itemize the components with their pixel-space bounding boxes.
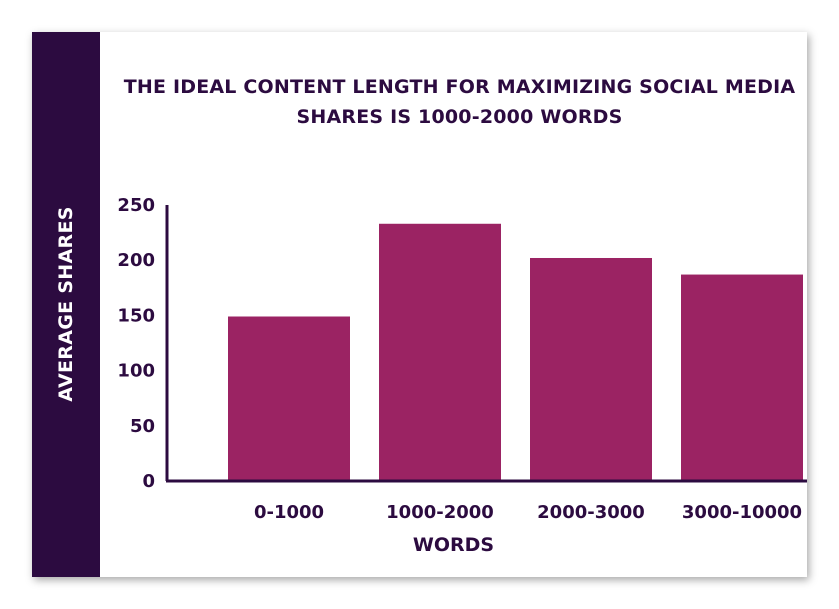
y-tick-label: 250: [117, 195, 155, 216]
chart-title: THE IDEAL CONTENT LENGTH FOR MAXIMIZING …: [123, 76, 796, 128]
y-tick-label: 50: [130, 416, 155, 437]
bar-0-1000: [228, 316, 350, 481]
x-axis-label: WORDS: [412, 534, 495, 556]
y-tick-labels: 0 50 100 150 200 250: [117, 195, 155, 492]
y-tick-label: 200: [117, 250, 155, 271]
x-tick-label: 2000-3000: [537, 502, 645, 523]
y-tick-label: 0: [142, 471, 155, 492]
y-tick-label: 100: [117, 361, 155, 382]
bars: [228, 223, 803, 481]
ylabel-band: AVERAGE SHARES: [32, 32, 100, 577]
bar-3000-10000: [681, 274, 803, 481]
x-tick-label: 1000-2000: [386, 502, 494, 523]
x-tick-label: 0-1000: [254, 502, 324, 523]
bar-1000-2000: [379, 223, 501, 481]
bar-2000-3000: [530, 257, 652, 481]
y-axis-label: AVERAGE SHARES: [55, 206, 77, 402]
bar-chart-plot: 0 50 100 150 200 250 0-1000 1000-2000 2000-3000…: [117, 195, 807, 523]
y-tick-label: 150: [117, 305, 155, 326]
chart-card: AVERAGE SHARES THE IDEAL CONTENT LENGTH …: [32, 32, 807, 577]
x-tick-labels: 0-1000 1000-2000 2000-3000 3000-10000: [254, 502, 802, 523]
x-tick-label: 3000-10000: [682, 502, 802, 523]
